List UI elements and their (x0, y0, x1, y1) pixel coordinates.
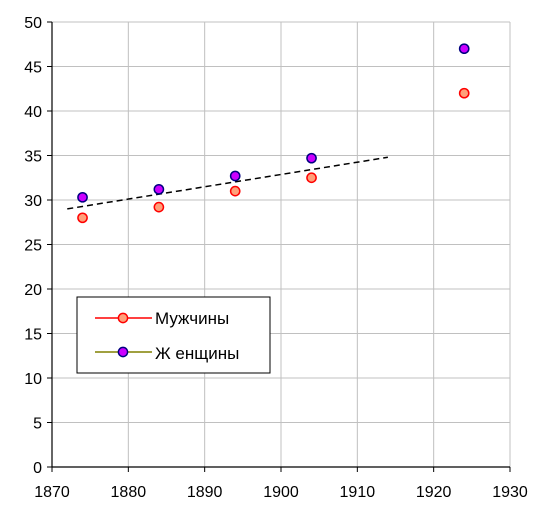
axes (47, 21, 511, 472)
point-men (153, 201, 165, 213)
y-tick-label: 15 (24, 327, 42, 344)
legend-label-women: Ж енщины (155, 344, 239, 363)
point-men (306, 172, 317, 184)
y-tick-label: 10 (24, 371, 42, 388)
point-women (77, 191, 88, 203)
point-men (458, 87, 470, 99)
point-men (229, 185, 241, 197)
legend-item-men: Мужчины (95, 309, 229, 328)
x-tick-label: 1890 (187, 484, 223, 501)
data-points (77, 43, 470, 224)
legend: Мужчины Ж енщины (76, 296, 271, 374)
legend-marker-men (117, 312, 129, 324)
legend-marker-women (117, 346, 129, 358)
y-tick-label: 40 (24, 104, 42, 121)
x-tick-label: 1880 (111, 484, 147, 501)
point-men (77, 212, 88, 224)
x-tick-label: 1930 (492, 484, 528, 501)
y-tick-label: 50 (24, 15, 42, 32)
trendline (67, 156, 388, 210)
tick-labels: 1870 1880 1890 1900 1910 1920 1930 0 5 10 15 20 25 30… (24, 15, 528, 501)
y-tick-label: 5 (33, 416, 42, 433)
point-women (229, 170, 241, 182)
grid (51, 21, 511, 468)
x-tick-label: 1920 (416, 484, 452, 501)
y-tick-label: 45 (24, 60, 42, 77)
point-women (153, 183, 165, 195)
y-tick-label: 30 (24, 193, 42, 210)
point-women (458, 43, 470, 55)
y-tick-label: 20 (24, 282, 42, 299)
y-tick-label: 35 (24, 149, 42, 166)
x-tick-label: 1900 (263, 484, 299, 501)
y-tick-label: 25 (24, 238, 42, 255)
x-tick-label: 1870 (34, 484, 70, 501)
x-tick-label: 1910 (340, 484, 376, 501)
legend-label-men: Мужчины (155, 309, 229, 328)
legend-box (76, 296, 271, 374)
legend-item-women: Ж енщины (95, 344, 239, 363)
y-tick-label: 0 (33, 460, 42, 477)
trendline-line (67, 156, 388, 210)
point-women (306, 152, 317, 164)
